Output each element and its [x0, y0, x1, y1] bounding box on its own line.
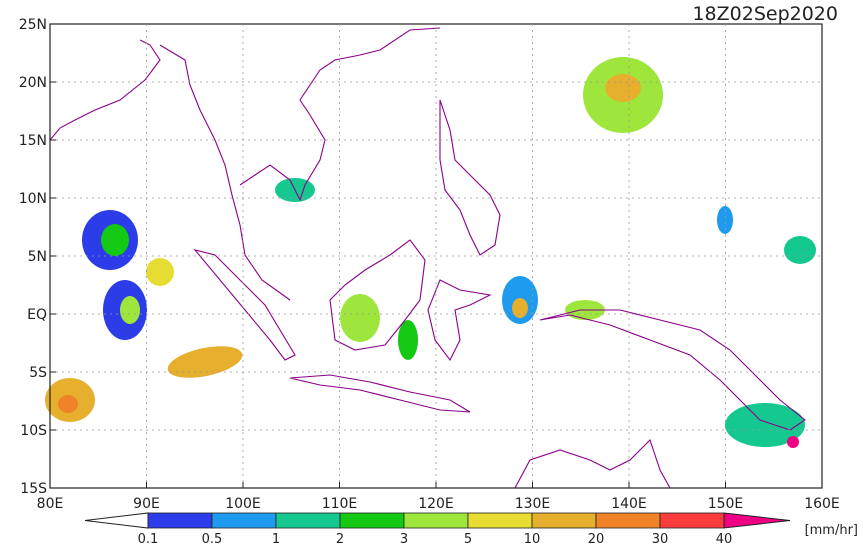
- colorbar-label: 10: [524, 532, 541, 544]
- colorbar-box: [403, 512, 469, 529]
- y-tick-label: 5N: [28, 249, 47, 265]
- y-tick-label: 10S: [20, 423, 47, 439]
- coastlines: [49, 27, 806, 489]
- y-tick-label: 15N: [19, 133, 47, 149]
- x-tick-label: 130E: [515, 496, 551, 512]
- y-tick-label: EQ: [27, 307, 47, 323]
- colorbar-label: 0.5: [202, 532, 223, 544]
- colorbar-box: [595, 512, 661, 529]
- colorbar-label: 5: [464, 532, 472, 544]
- colorbar-low-arrow: [84, 512, 149, 529]
- x-tick-label: 100E: [225, 496, 261, 512]
- colorbar-label: 3: [400, 532, 408, 544]
- colorbar-label: 30: [652, 532, 669, 544]
- y-tick-label: 25N: [19, 17, 47, 33]
- y-tick-label: 15S: [20, 481, 47, 497]
- colorbar-label: 20: [588, 532, 605, 544]
- colorbar-box: [339, 512, 405, 529]
- colorbar-box: [211, 512, 277, 529]
- colorbar-label: 40: [716, 532, 733, 544]
- x-tick-label: 90E: [133, 496, 160, 512]
- map-title: 18Z02Sep2020: [692, 3, 838, 25]
- colorbar-box: [467, 512, 533, 529]
- x-tick-label: 150E: [708, 496, 744, 512]
- colorbar-label: 2: [336, 532, 344, 544]
- colorbar-box: [659, 512, 725, 529]
- y-tick-label: 20N: [19, 75, 47, 91]
- colorbar-label: 1: [272, 532, 280, 544]
- colorbar-box: [531, 512, 597, 529]
- colorbar-box: [147, 512, 213, 529]
- x-tick-label: 110E: [322, 496, 358, 512]
- x-tick-label: 80E: [37, 496, 64, 512]
- y-tick-label: 5S: [29, 365, 47, 381]
- y-tick-label: 10N: [19, 191, 47, 207]
- x-tick-label: 120E: [418, 496, 454, 512]
- colorbar-high-arrow: [723, 512, 791, 529]
- x-tick-label: 140E: [611, 496, 647, 512]
- x-tick-label: 160E: [804, 496, 840, 512]
- colorbar-box: [275, 512, 341, 529]
- precipitation-field: [45, 57, 816, 448]
- colorbar-label: 0.1: [138, 532, 159, 544]
- colorbar-unit: [mm/hr]: [805, 523, 858, 538]
